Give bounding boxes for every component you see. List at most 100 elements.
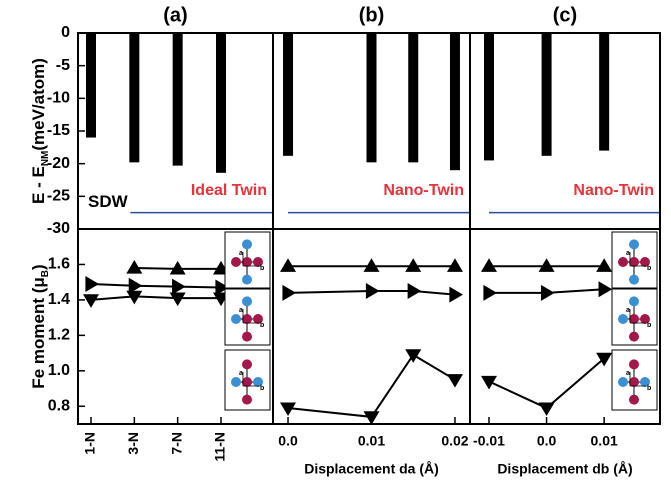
bar <box>129 33 140 163</box>
y-tick-label: 0 <box>61 24 70 41</box>
x-tick-label: 3-N <box>125 432 141 455</box>
series-line <box>90 282 222 289</box>
marker <box>215 279 229 296</box>
marker <box>363 411 380 425</box>
inset-atom <box>629 274 639 285</box>
inset-axis-label: b <box>647 385 651 392</box>
panel-frame <box>469 32 661 230</box>
inset-atom <box>231 377 241 387</box>
series-line <box>287 353 456 418</box>
y-tick-label: -25 <box>47 188 70 205</box>
inset-atom <box>242 257 252 267</box>
inset-atom <box>242 296 252 307</box>
inset-atom <box>629 377 639 387</box>
marker <box>540 284 555 301</box>
inset-axis-label: b <box>260 265 264 272</box>
marker <box>282 284 297 301</box>
x-tick-label: -0.01 <box>473 433 505 449</box>
inset-atom <box>231 314 241 324</box>
inset-arrows <box>629 309 646 324</box>
marker <box>169 260 186 275</box>
inset-atom <box>640 377 650 387</box>
y-axis-label-part: ) <box>29 264 48 270</box>
marker <box>405 349 422 363</box>
x-tick-label: 1-N <box>82 432 98 455</box>
bar <box>366 33 377 163</box>
y-tick-label: -30 <box>47 220 70 237</box>
inset-atom <box>629 314 639 324</box>
y-axis-label-part: (meV/atom) <box>29 58 48 151</box>
panel-title: (c) <box>553 4 577 26</box>
marker <box>596 258 613 272</box>
inset-atom <box>640 257 650 267</box>
inset-atom <box>629 239 639 250</box>
inset-atom <box>629 394 639 405</box>
annotation: Nano-Twin <box>573 182 654 199</box>
bar <box>86 33 96 138</box>
marker <box>85 275 99 292</box>
y-axis-label: Fe moment (μB) <box>29 264 50 388</box>
y-tick-label: 0.8 <box>48 397 70 414</box>
inset-atom <box>253 257 263 267</box>
marker <box>363 258 380 272</box>
inset-atom <box>242 239 252 250</box>
inset-atom <box>629 296 639 307</box>
x-axis-label: Displacement da (Å) <box>304 461 439 477</box>
bar <box>541 33 552 156</box>
y-axis-label: E - ENM(meV/atom) <box>29 58 50 204</box>
inset-axis-label: a <box>239 250 243 257</box>
marker <box>481 375 497 390</box>
marker <box>405 258 422 272</box>
reference-label: SDW <box>88 192 129 211</box>
inset-arrows <box>242 372 259 387</box>
marker <box>483 284 497 301</box>
annotation: Ideal Twin <box>191 182 267 199</box>
inset-atom <box>640 314 650 324</box>
inset-axis-label: a <box>239 370 243 377</box>
x-tick-label: 11-N <box>212 432 228 462</box>
bar <box>484 33 494 161</box>
marker <box>126 290 143 305</box>
x-tick-label: 0.02 <box>441 433 468 449</box>
inset-atom <box>253 314 263 324</box>
inset-atom <box>618 257 628 267</box>
y-tick-label: 1.2 <box>48 327 70 344</box>
series-line <box>288 290 456 296</box>
marker <box>446 258 463 272</box>
panel-title: (b) <box>359 4 385 26</box>
x-tick-label: 0.0 <box>537 433 557 449</box>
y-tick-label: 1.6 <box>48 256 70 273</box>
bar <box>599 33 610 151</box>
inset-axis-label: a <box>626 250 630 257</box>
y-axis-label-part: Fe moment (μ <box>29 277 48 388</box>
bar <box>408 33 419 163</box>
inset-axis-label: a <box>626 370 630 377</box>
inset-atom <box>242 394 252 405</box>
marker <box>538 258 555 272</box>
inset-axis-label: a <box>239 307 243 314</box>
inset-arrows <box>242 252 259 267</box>
inset-atom <box>242 331 252 342</box>
inset-atom <box>629 359 639 370</box>
inset-arrows <box>242 309 259 324</box>
inset-atom <box>231 257 241 267</box>
panel-frame <box>469 228 661 425</box>
inset-axis-label: b <box>260 385 264 392</box>
marker <box>128 277 143 294</box>
inset-atom <box>242 274 252 285</box>
marker <box>446 374 463 388</box>
y-tick-label: -20 <box>47 155 70 172</box>
inset-atom <box>629 257 639 267</box>
inset-atom <box>629 331 639 342</box>
y-tick-label: -15 <box>47 122 70 139</box>
marker <box>169 292 186 307</box>
inset-arrows <box>629 252 646 267</box>
x-tick-label: 0.01 <box>358 433 385 449</box>
series-line <box>90 295 221 301</box>
x-tick-label: 0.0 <box>278 433 298 449</box>
marker <box>365 283 380 300</box>
inset-arrows <box>629 372 646 387</box>
annotation: Nano-Twin <box>383 182 464 199</box>
marker <box>126 260 143 274</box>
